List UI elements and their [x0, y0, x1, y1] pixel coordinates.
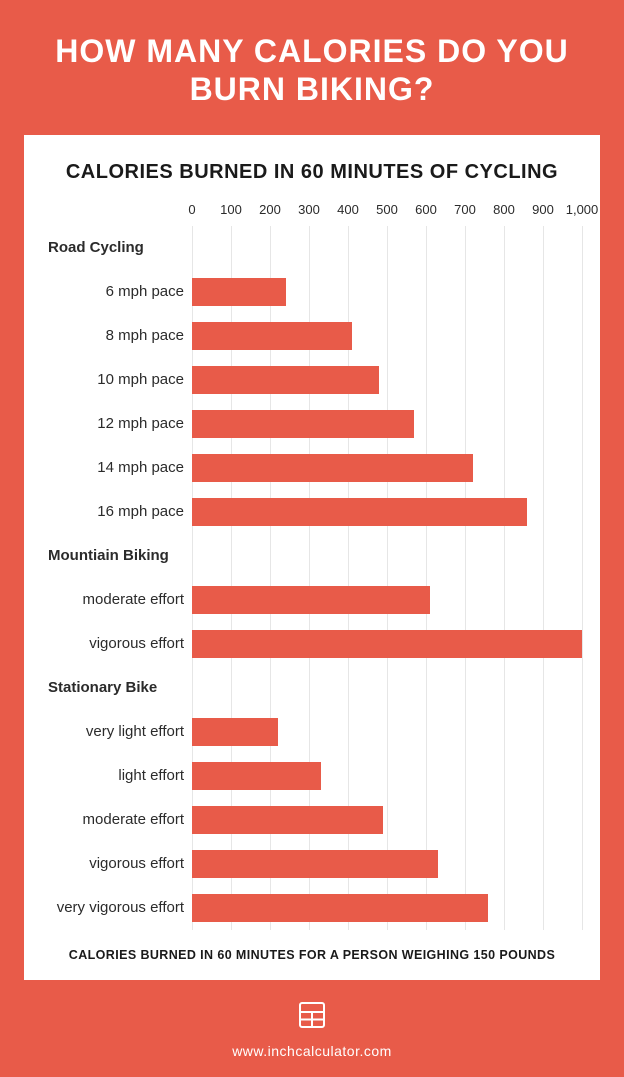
chart-footnote: CALORIES BURNED IN 60 MINUTES FOR A PERS…	[42, 948, 582, 962]
plot-area: 01002003004005006007008009001,000	[192, 202, 582, 930]
bar-label: light effort	[42, 754, 184, 798]
group-header: Mountiain Biking	[42, 534, 184, 578]
bar	[192, 850, 438, 878]
group-spacer	[192, 226, 582, 270]
bar-row	[192, 490, 582, 534]
y-axis-labels: Road Cycling6 mph pace8 mph pace10 mph p…	[42, 202, 192, 930]
bar-label: 12 mph pace	[42, 402, 184, 446]
bar-label: very light effort	[42, 710, 184, 754]
footer: www.inchcalculator.com	[0, 980, 624, 1077]
x-tick: 200	[259, 202, 281, 217]
bar-label: 6 mph pace	[42, 270, 184, 314]
bar-label: very vigorous effort	[42, 886, 184, 930]
bar-row	[192, 754, 582, 798]
bar	[192, 762, 321, 790]
bar-row	[192, 886, 582, 930]
x-tick: 300	[298, 202, 320, 217]
bar	[192, 454, 473, 482]
group-spacer	[192, 534, 582, 578]
page-title: HOW MANY CALORIES DO YOU BURN BIKING?	[30, 32, 594, 109]
x-tick: 800	[493, 202, 515, 217]
gridline	[582, 226, 583, 930]
bar-row	[192, 314, 582, 358]
x-tick: 100	[220, 202, 242, 217]
bar	[192, 806, 383, 834]
bar-row	[192, 270, 582, 314]
x-tick: 1,000	[566, 202, 599, 217]
bar-row	[192, 622, 582, 666]
bar	[192, 718, 278, 746]
group-header: Stationary Bike	[42, 666, 184, 710]
bar-label: moderate effort	[42, 798, 184, 842]
bar	[192, 894, 488, 922]
bar-row	[192, 798, 582, 842]
bar-label: vigorous effort	[42, 842, 184, 886]
x-tick: 0	[188, 202, 195, 217]
x-tick: 400	[337, 202, 359, 217]
bar-row	[192, 446, 582, 490]
x-axis-ticks: 01002003004005006007008009001,000	[192, 202, 582, 226]
bar-label: 8 mph pace	[42, 314, 184, 358]
x-tick: 500	[376, 202, 398, 217]
bar-row	[192, 358, 582, 402]
calculator-icon	[297, 1000, 327, 1035]
bar-row	[192, 842, 582, 886]
bar-row	[192, 578, 582, 622]
bar-label: vigorous effort	[42, 622, 184, 666]
bar	[192, 322, 352, 350]
footer-url: www.inchcalculator.com	[0, 1043, 624, 1059]
bar	[192, 410, 414, 438]
bar-row	[192, 710, 582, 754]
bar	[192, 278, 286, 306]
bars	[192, 226, 582, 930]
bar	[192, 586, 430, 614]
bar-label: 14 mph pace	[42, 446, 184, 490]
chart-title: CALORIES BURNED IN 60 MINUTES OF CYCLING	[42, 161, 582, 184]
bar-label: 10 mph pace	[42, 358, 184, 402]
bar-label: moderate effort	[42, 578, 184, 622]
x-tick: 900	[532, 202, 554, 217]
group-header: Road Cycling	[42, 226, 184, 270]
bar-label: 16 mph pace	[42, 490, 184, 534]
header: HOW MANY CALORIES DO YOU BURN BIKING?	[0, 0, 624, 135]
bar-row	[192, 402, 582, 446]
x-tick: 700	[454, 202, 476, 217]
x-tick: 600	[415, 202, 437, 217]
group-spacer	[192, 666, 582, 710]
bar	[192, 498, 527, 526]
chart-card: CALORIES BURNED IN 60 MINUTES OF CYCLING…	[24, 135, 600, 980]
chart-area: Road Cycling6 mph pace8 mph pace10 mph p…	[42, 202, 582, 930]
bar	[192, 366, 379, 394]
bar	[192, 630, 582, 658]
